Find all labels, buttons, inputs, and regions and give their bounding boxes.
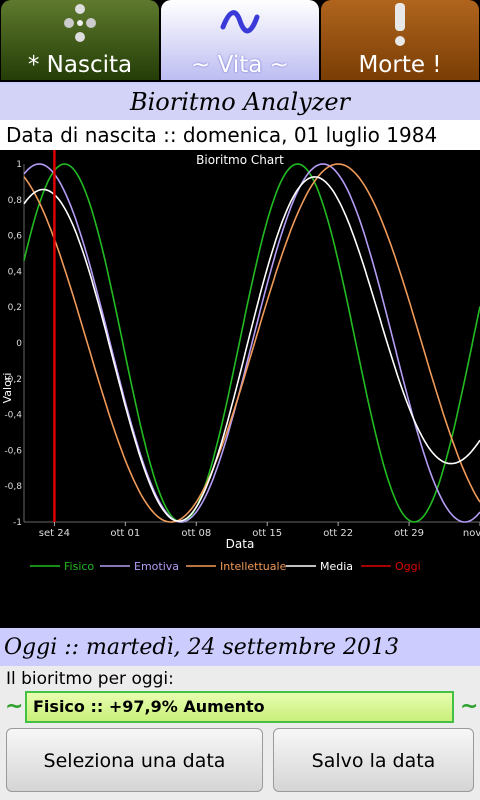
y-tick-label: -0,2 <box>4 375 22 385</box>
x-tick-label: ott 15 <box>252 528 282 539</box>
y-tick-label: 0,8 <box>8 196 23 206</box>
y-axis-label: Valori <box>1 373 14 404</box>
series-line-media <box>23 176 480 522</box>
tab-morte[interactable]: Morte ! <box>321 0 479 80</box>
today-line: Oggi :: martedì, 24 settembre 2013 <box>0 630 480 666</box>
tab-bar: * Nascita ~ Vita ~ Morte ! <box>0 0 480 82</box>
tilde-right: ~ <box>460 694 479 719</box>
x-tick-label: set 24 <box>39 528 70 539</box>
y-tick-label: -0,6 <box>4 446 22 456</box>
legend-label: Intellettuale <box>220 560 287 573</box>
y-tick-label: 0 <box>16 339 22 349</box>
series-line-fisico <box>23 163 480 523</box>
x-tick-label: ott 22 <box>323 528 353 539</box>
tab-vita[interactable]: ~ Vita ~ <box>161 0 319 80</box>
legend-label: Oggi <box>395 560 421 573</box>
x-axis-label: Data <box>226 537 255 551</box>
y-tick-label: 0,2 <box>8 303 22 313</box>
y-tick-label: 0,4 <box>8 267 23 277</box>
tab-vita-label: ~ Vita ~ <box>191 52 289 78</box>
save-date-button[interactable]: Salvo la data <box>273 728 474 792</box>
dots-cluster-icon <box>64 4 96 42</box>
wave-icon <box>220 10 260 34</box>
series-line-emotiva <box>23 163 480 523</box>
result-field[interactable]: Fisico :: +97,9% Aumento <box>25 691 454 723</box>
x-tick-label: nov 05 <box>463 528 480 539</box>
tab-nascita-label: * Nascita <box>27 52 133 78</box>
exclamation-icon <box>395 3 405 46</box>
legend-label: Fisico <box>64 560 94 573</box>
birth-date-line: Data di nascita :: domenica, 01 luglio 1… <box>0 120 480 150</box>
y-tick-label: 0,6 <box>8 232 23 242</box>
y-tick-label: 1 <box>16 160 22 170</box>
page-title: Bioritmo Analyzer <box>0 84 480 120</box>
chart-title: Bioritmo Chart <box>196 153 284 167</box>
series-line-intellettuale <box>23 163 480 523</box>
biorhythm-chart: Bioritmo Chart 1 0,8 0,6 0,4 0,2 0 -0,2 -0,4 -0,… <box>0 150 480 628</box>
x-tick-label: ott 01 <box>110 528 140 539</box>
tilde-left: ~ <box>5 694 24 719</box>
result-panel: Il bioritmo per oggi: ~ Fisico :: +97,9%… <box>0 666 480 800</box>
legend-label: Media <box>320 560 353 573</box>
y-tick-label: -0,4 <box>4 411 22 421</box>
x-tick-label: ott 08 <box>181 528 211 539</box>
y-tick-label: -0,8 <box>4 482 22 492</box>
legend-label: Emotiva <box>134 560 179 573</box>
tab-morte-label: Morte ! <box>358 52 442 78</box>
y-tick-label: -1 <box>13 518 22 528</box>
x-tick-label: ott 29 <box>394 528 424 539</box>
select-date-button[interactable]: Seleziona una data <box>6 728 263 792</box>
biorhythm-today-label: Il bioritmo per oggi: <box>6 669 174 689</box>
tab-nascita[interactable]: * Nascita <box>1 0 159 80</box>
